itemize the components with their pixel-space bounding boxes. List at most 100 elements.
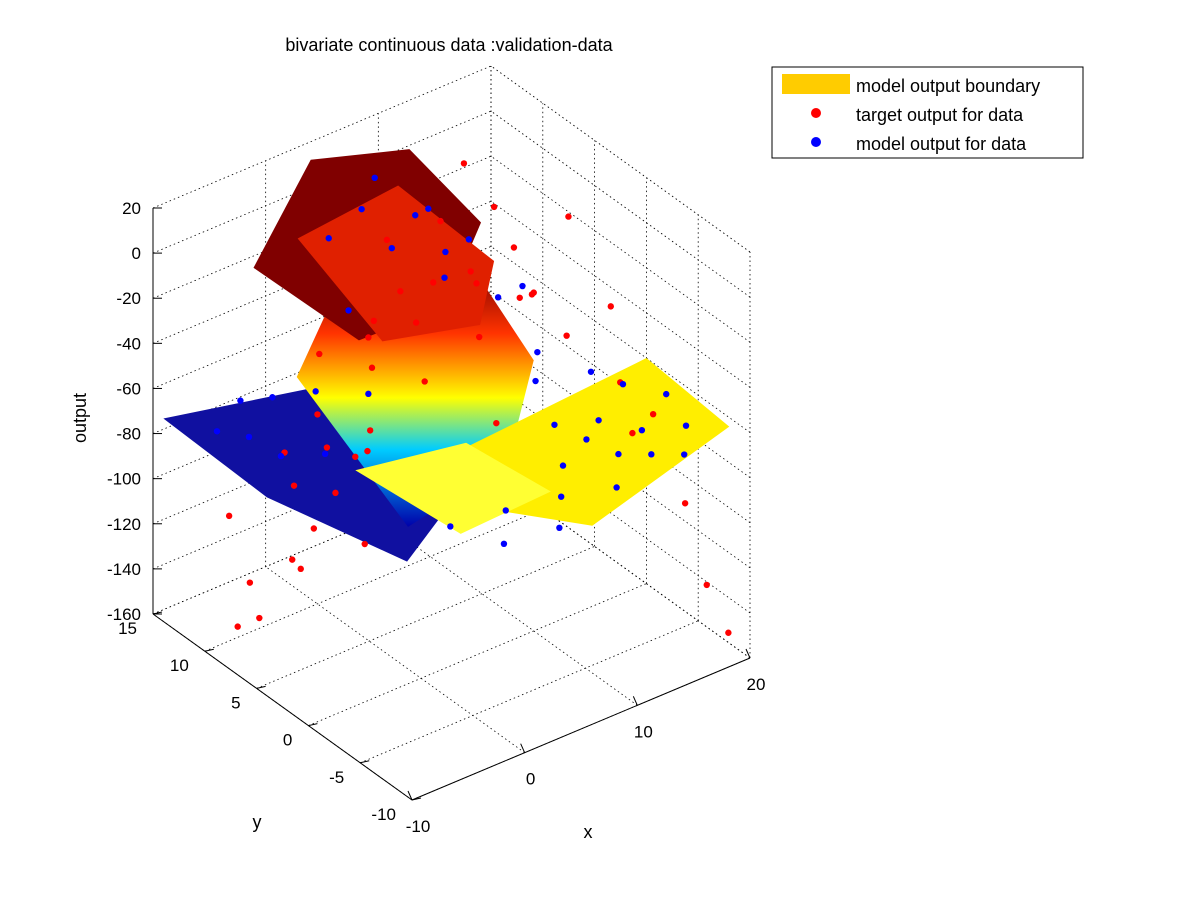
side-wall-grid-line: [490, 336, 751, 523]
x-tick-label: 10: [634, 722, 653, 741]
legend-marker-model: [811, 137, 821, 147]
target-point: [703, 581, 710, 589]
y-tick-mark: [308, 723, 318, 727]
z-tick-label: -20: [116, 289, 141, 308]
x-tick-mark: [407, 790, 413, 801]
model-point: [519, 282, 526, 290]
model-point: [237, 397, 244, 404]
target-point: [430, 279, 437, 286]
target-point: [310, 525, 318, 532]
x-tick-label: 0: [526, 770, 535, 789]
target-point: [383, 236, 391, 244]
target-point: [316, 350, 323, 358]
target-point: [234, 623, 241, 630]
model-point: [619, 380, 627, 388]
target-point: [563, 332, 570, 339]
target-point: [290, 482, 298, 489]
model-output-boundary-surface: [163, 149, 730, 562]
y-tick-mark: [204, 648, 214, 652]
model-point: [245, 433, 253, 441]
chart-title: bivariate continuous data :validation-da…: [285, 35, 613, 55]
target-point: [412, 319, 420, 326]
target-point: [510, 244, 518, 251]
target-point: [528, 291, 536, 298]
target-point: [681, 500, 689, 507]
model-point: [213, 428, 221, 435]
target-point: [289, 556, 296, 563]
target-point: [297, 565, 304, 573]
target-point: [607, 303, 614, 310]
target-point: [649, 410, 657, 418]
target-point: [397, 288, 404, 295]
z-axis-label: output: [70, 393, 90, 443]
model-point: [312, 388, 319, 395]
legend-label-target: target output for data: [856, 105, 1024, 125]
model-point: [648, 451, 655, 458]
z-tick-label: -80: [116, 425, 141, 444]
side-wall-grid-line: [490, 110, 751, 298]
model-point: [365, 390, 372, 398]
floor-grid-line: [360, 620, 699, 764]
legend-marker-target: [811, 108, 821, 118]
floor-grid-line: [256, 546, 595, 689]
target-point: [332, 489, 339, 497]
model-point: [587, 368, 595, 375]
x-tick-mark: [632, 696, 638, 706]
model-point: [269, 394, 276, 401]
target-point: [437, 217, 444, 225]
model-point: [557, 493, 565, 500]
target-point: [473, 280, 480, 287]
target-point: [565, 213, 572, 220]
model-point: [682, 422, 690, 429]
model-point: [556, 524, 563, 532]
model-point: [321, 450, 329, 458]
model-point: [583, 436, 590, 443]
target-point: [725, 629, 732, 636]
z-tick-label: -160: [107, 605, 141, 624]
side-wall-grid-line: [490, 291, 751, 478]
model-point: [532, 377, 539, 385]
y-tick-mark: [360, 760, 370, 764]
z-tick-label: -40: [116, 334, 141, 353]
target-point: [467, 268, 474, 275]
side-wall-grid-line: [490, 201, 751, 388]
z-tick-label: -100: [107, 470, 141, 489]
model-point: [447, 523, 454, 530]
model-point: [534, 348, 541, 356]
target-point: [364, 447, 371, 455]
target-point: [365, 334, 372, 341]
z-tick-label: 20: [122, 199, 141, 218]
target-point: [368, 364, 376, 371]
y-tick-label: 0: [283, 731, 292, 750]
surface-peak-front: [297, 185, 495, 342]
side-wall-grid-line: [490, 65, 751, 253]
x-axis-line: [411, 657, 751, 801]
y-tick-label: 5: [231, 693, 240, 712]
x-tick-mark: [745, 648, 751, 659]
model-point: [502, 507, 509, 514]
model-point: [613, 484, 620, 491]
z-tick-label: -120: [107, 515, 141, 534]
z-tick-label: -140: [107, 560, 141, 579]
floor-grid-line: [308, 583, 647, 726]
side-wall-grid-line: [490, 155, 751, 343]
model-point: [615, 450, 622, 458]
legend: model output boundary target output for …: [771, 66, 1084, 159]
model-point: [442, 248, 449, 256]
legend-label-boundary: model output boundary: [856, 76, 1040, 96]
y-tick-mark: [411, 797, 422, 801]
target-point: [460, 160, 468, 167]
legend-swatch-boundary: [782, 74, 850, 94]
target-point: [421, 378, 428, 385]
axes: [152, 207, 751, 801]
side-wall-grid-line: [490, 246, 751, 433]
y-tick-label: 10: [170, 656, 189, 675]
model-point: [465, 236, 473, 243]
model-point: [500, 540, 508, 548]
target-point: [314, 411, 321, 418]
surface-high-plateau-left: [355, 442, 551, 534]
model-point: [681, 451, 688, 458]
x-tick-label: -10: [406, 817, 431, 836]
model-point: [325, 235, 332, 242]
